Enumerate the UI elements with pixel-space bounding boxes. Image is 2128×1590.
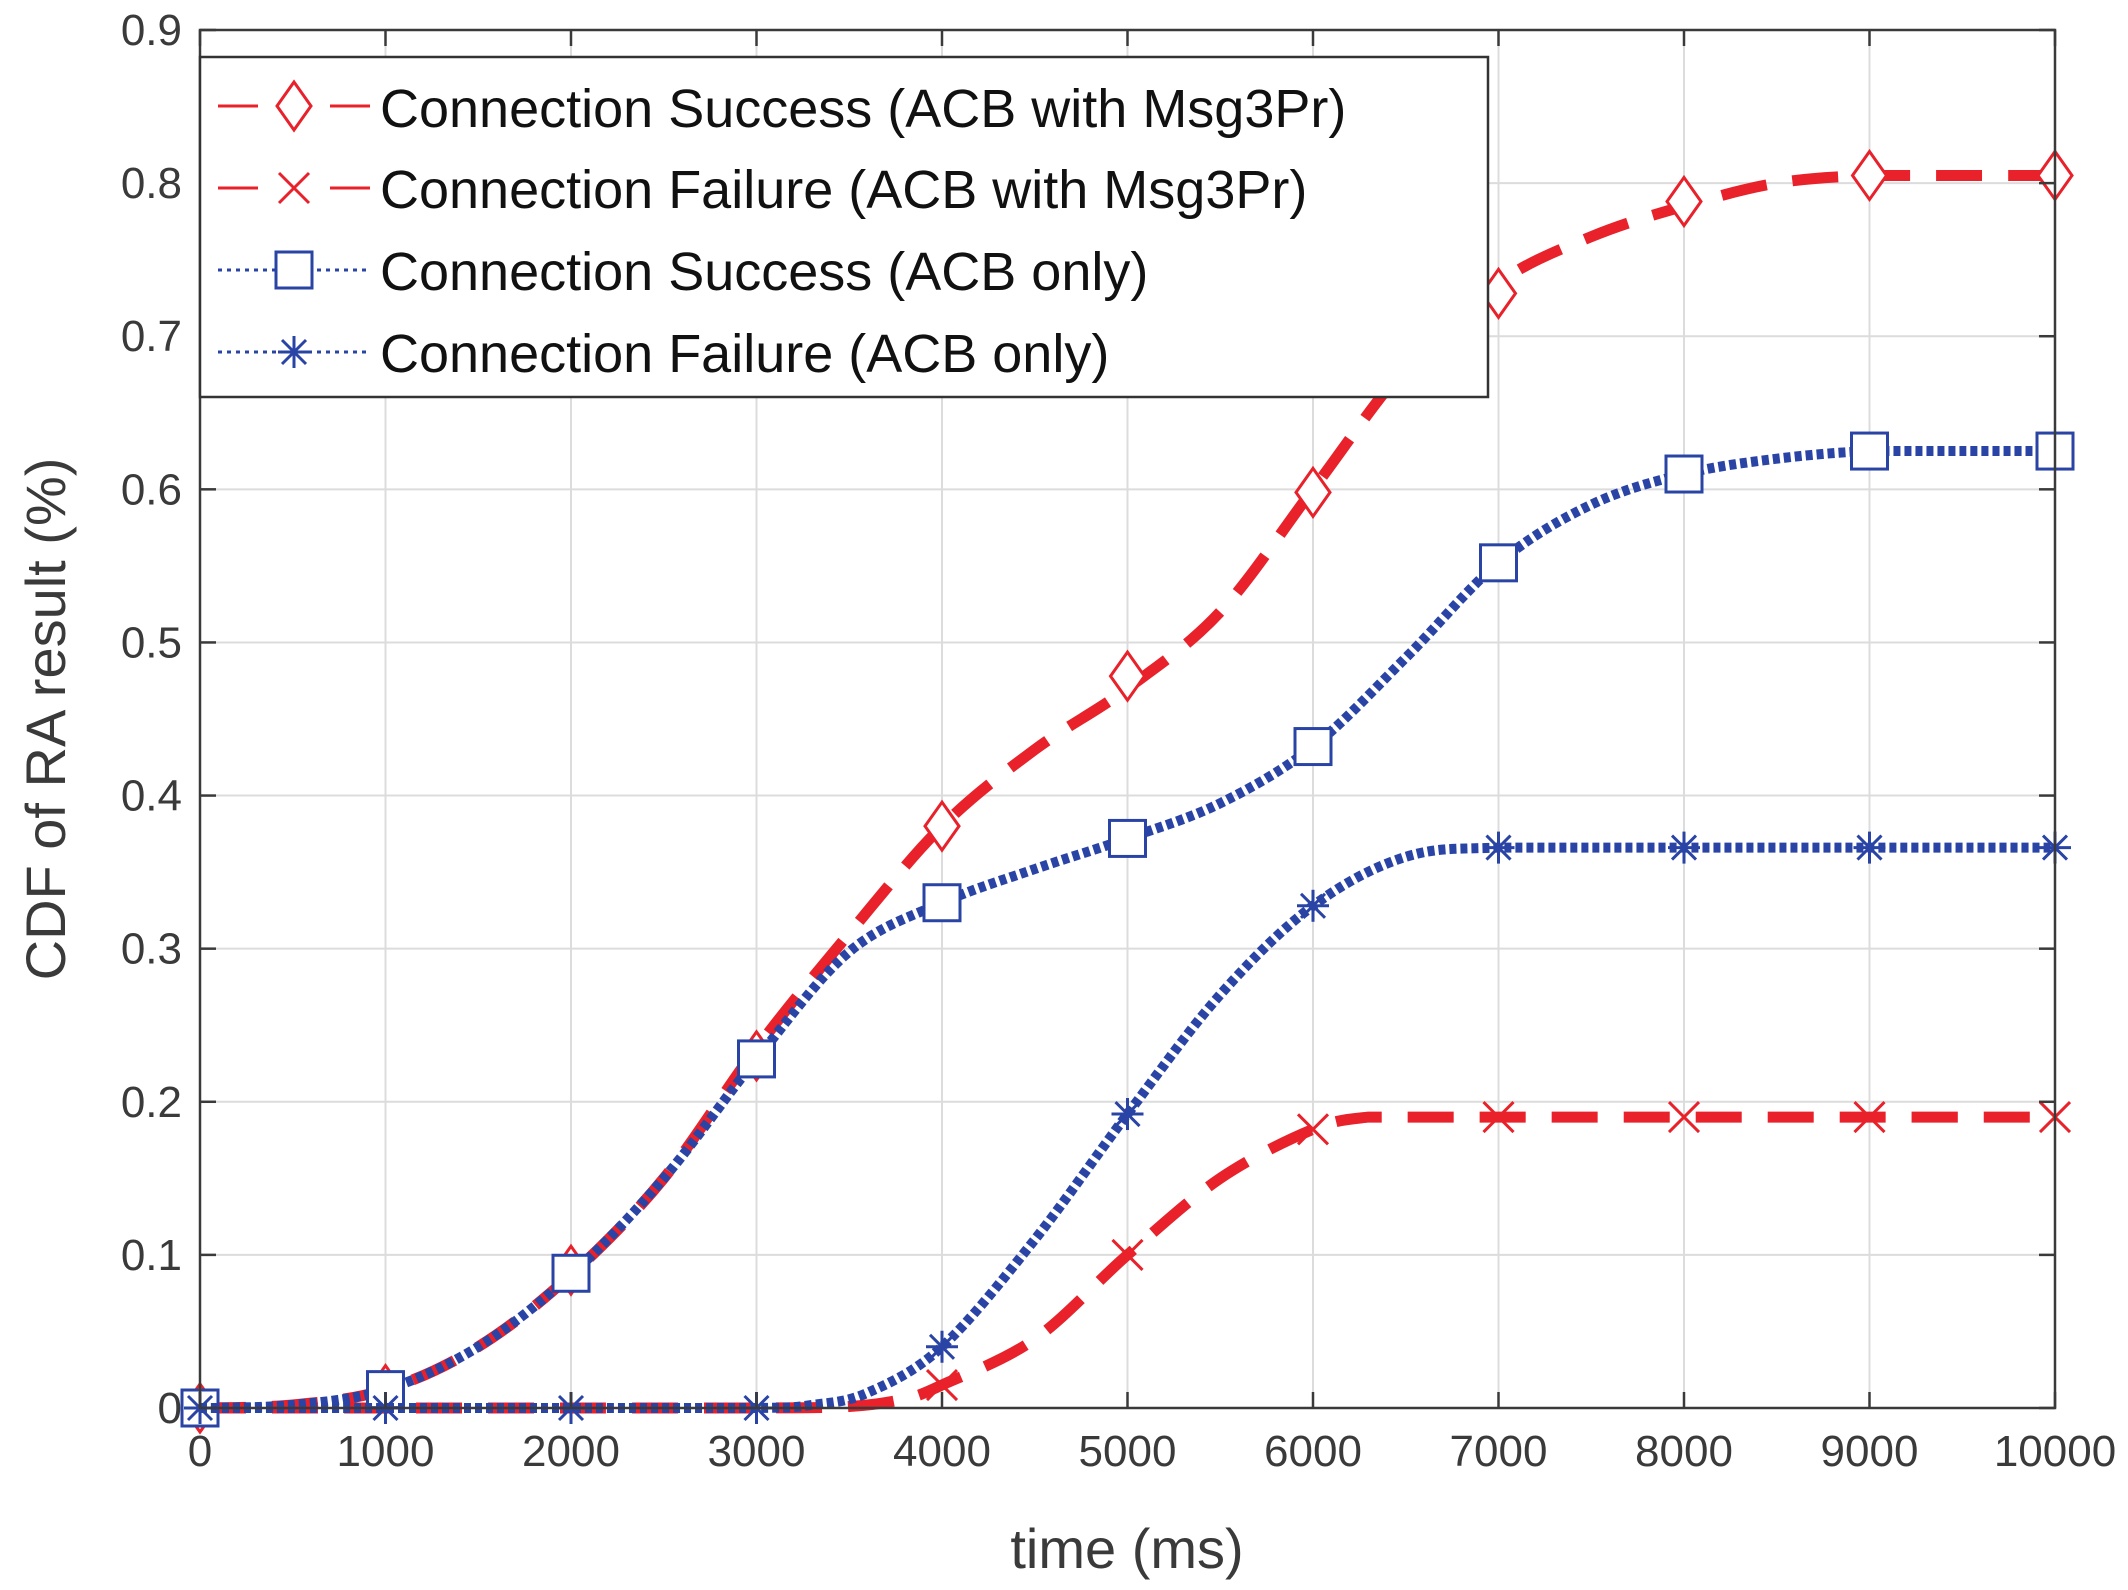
diamond-marker-point [923, 799, 961, 853]
legend-sample-success-msg3pr [218, 79, 370, 133]
x-axis-label: time (ms) [1010, 1517, 1243, 1580]
square-marker-point [922, 883, 962, 923]
square-marker-point [1664, 454, 1704, 494]
legend-diamond-marker [275, 79, 313, 133]
y-axis-label: CDF of RA result (%) [14, 458, 77, 981]
asterisk-marker-point [926, 1330, 958, 1363]
square-marker-point [1293, 727, 1333, 767]
x-marker-stroke [1482, 1101, 1515, 1134]
x-tick-label: 3000 [708, 1427, 806, 1476]
x-tick-label: 8000 [1635, 1427, 1733, 1476]
diamond-marker-point [1665, 174, 1703, 229]
diamond-marker-point [1850, 148, 1889, 203]
legend-label-failure-acb-only: Connection Failure (ACB only) [380, 324, 1109, 384]
legend-sample-failure-msg3pr [218, 171, 370, 205]
asterisk-marker-point [1297, 889, 1329, 922]
x-marker-point [1667, 1101, 1701, 1134]
x-marker-stroke [1667, 1101, 1701, 1134]
asterisk-marker-stroke [280, 338, 308, 366]
square-marker-shape [274, 250, 314, 290]
y-tick-label: 0.8 [121, 159, 182, 208]
square-marker-point [551, 1253, 591, 1293]
y-tick-label: 0.2 [121, 1078, 182, 1127]
diamond-marker-shape [923, 799, 961, 853]
diamond-marker-shape [1850, 148, 1889, 203]
asterisk-marker-point [1853, 831, 1886, 864]
x-marker-point [1296, 1113, 1330, 1146]
x-tick-label: 7000 [1450, 1427, 1548, 1476]
asterisk-marker-stroke [928, 1333, 956, 1360]
y-tick-label: 0.4 [121, 772, 182, 821]
axes: 0 1000 2000 3000 4000 5000 6000 7000 8000 9000 100… [121, 6, 2116, 1476]
x-tick-label: 10000 [1994, 1427, 2116, 1476]
legend-label-success-msg3pr: Connection Success (ACB with Msg3Pr) [380, 79, 1346, 139]
square-marker-point [1850, 431, 1889, 471]
x-tick-label: 0 [188, 1427, 212, 1476]
y-tick-label: 0.5 [121, 618, 182, 667]
square-marker-shape [1664, 454, 1704, 494]
x-tick-label: 2000 [522, 1427, 620, 1476]
legend-sample-success-acb-only [218, 250, 370, 290]
x-tick-label: 4000 [893, 1427, 991, 1476]
asterisk-marker-stroke [1856, 834, 1883, 861]
legend-x-marker [277, 171, 311, 205]
diamond-marker-shape [1294, 465, 1332, 519]
x-marker-point [925, 1368, 959, 1402]
x-marker-stroke [925, 1368, 959, 1402]
asterisk-marker-point [1482, 831, 1515, 864]
x-marker-point [1853, 1101, 1886, 1134]
y-tick-label: 0.1 [121, 1231, 182, 1280]
square-marker-shape [737, 1039, 776, 1079]
y-tick-label: 0.3 [121, 925, 182, 974]
asterisk-marker-point [1111, 1098, 1144, 1131]
square-marker-shape [922, 883, 962, 923]
square-marker-shape [1850, 431, 1889, 471]
square-marker-shape [1108, 818, 1147, 858]
asterisk-marker-stroke [1485, 834, 1512, 861]
x-marker-stroke [1296, 1113, 1330, 1146]
diamond-marker-shape [1108, 649, 1147, 703]
square-marker-point [737, 1039, 776, 1079]
x-tick-label: 5000 [1079, 1427, 1177, 1476]
asterisk-marker-stroke [1114, 1100, 1141, 1128]
x-marker-point [1111, 1238, 1144, 1271]
square-marker-shape [1293, 727, 1333, 767]
x-marker-point [1482, 1101, 1515, 1134]
x-marker-stroke [277, 171, 311, 205]
diamond-marker-shape [275, 79, 313, 133]
y-tick-label: 0.9 [121, 6, 182, 55]
square-marker-shape [1479, 543, 1518, 583]
y-tick-label: 0.7 [121, 312, 182, 361]
square-marker-point [1108, 818, 1147, 858]
y-tick-label: 0 [158, 1384, 182, 1433]
x-tick-label: 9000 [1821, 1427, 1919, 1476]
square-marker-point [1479, 543, 1518, 583]
legend-label-success-acb-only: Connection Success (ACB only) [380, 242, 1148, 302]
x-marker-stroke [1111, 1238, 1144, 1271]
diamond-marker-point [1294, 465, 1332, 519]
legend-square-marker [274, 250, 314, 290]
x-tick-label: 1000 [337, 1427, 435, 1476]
x-marker-stroke [1853, 1101, 1886, 1134]
diamond-marker-point [1108, 649, 1147, 703]
legend-label-failure-msg3pr: Connection Failure (ACB with Msg3Pr) [380, 160, 1307, 220]
asterisk-marker-stroke [1670, 834, 1698, 861]
diamond-marker-shape [1665, 174, 1703, 229]
legend: Connection Success (ACB with Msg3Pr) Con… [198, 55, 1490, 399]
square-marker-shape [551, 1253, 591, 1293]
legend-sample-failure-acb-only [218, 336, 370, 368]
x-tick-label: 6000 [1264, 1427, 1362, 1476]
y-tick-label: 0.6 [121, 465, 182, 514]
legend-box [198, 55, 1490, 399]
legend-samples [218, 79, 370, 368]
legend-asterisk-marker [278, 336, 310, 368]
asterisk-marker-stroke [1299, 892, 1327, 919]
asterisk-marker-point [1668, 831, 1700, 864]
